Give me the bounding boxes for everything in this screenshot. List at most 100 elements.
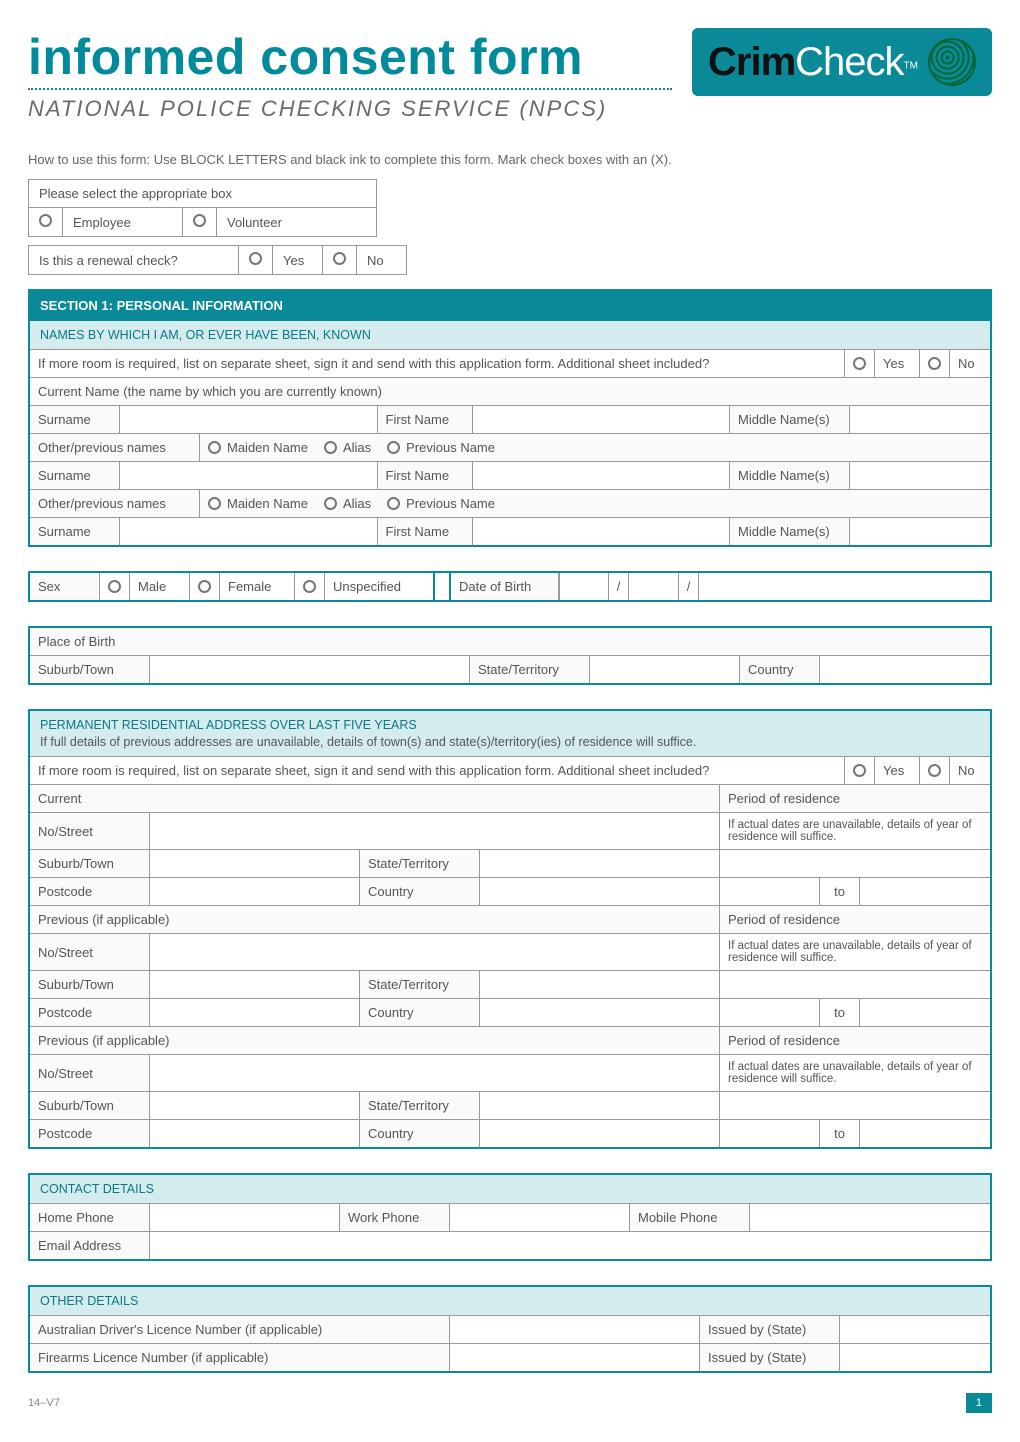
other-prev-label-1: Other/previous names <box>30 434 200 461</box>
instructions: How to use this form: Use BLOCK LETTERS … <box>28 152 992 167</box>
no-street-label-2: No/Street <box>30 934 150 970</box>
firstname-input-p2[interactable] <box>473 518 731 545</box>
addl-yes-radio[interactable] <box>853 357 866 370</box>
logo-text: CrimCheckTM <box>708 40 918 85</box>
country-label-2: Country <box>360 999 480 1026</box>
dob-label: Date of Birth <box>449 573 559 600</box>
page-footer: 14–V7 1 <box>28 1393 992 1413</box>
alias-label-2: Alias <box>343 496 371 511</box>
maiden-label-2: Maiden Name <box>227 496 308 511</box>
dl-issued-input[interactable] <box>840 1316 990 1343</box>
current-name-label: Current Name (the name by which you are … <box>30 378 990 405</box>
surname-input-p1[interactable] <box>120 462 378 489</box>
dob-year-input[interactable] <box>699 573 990 600</box>
footer-code: 14–V7 <box>28 1397 60 1409</box>
logo-tm: TM <box>904 60 918 71</box>
maiden-radio-2[interactable] <box>208 497 221 510</box>
firearms-input[interactable] <box>450 1344 700 1371</box>
previous-radio-2[interactable] <box>387 497 400 510</box>
renewal-group: Is this a renewal check? Yes No <box>28 245 407 275</box>
home-phone-label: Home Phone <box>30 1204 150 1231</box>
unspecified-radio[interactable] <box>303 580 316 593</box>
postcode-input-2[interactable] <box>150 999 360 1026</box>
firearms-issued-label: Issued by (State) <box>700 1344 840 1371</box>
dl-issued-label: Issued by (State) <box>700 1316 840 1343</box>
middle-input-p1[interactable] <box>850 462 990 489</box>
addr-yes-radio[interactable] <box>853 764 866 777</box>
volunteer-radio[interactable] <box>193 214 206 227</box>
country-input-1[interactable] <box>480 878 720 905</box>
renewal-no-label: No <box>357 246 407 275</box>
pob-state-input[interactable] <box>590 656 740 683</box>
surname-input-p2[interactable] <box>120 518 378 545</box>
middle-input[interactable] <box>850 406 990 433</box>
home-phone-input[interactable] <box>150 1204 340 1231</box>
firstname-input[interactable] <box>473 406 731 433</box>
maiden-radio-1[interactable] <box>208 441 221 454</box>
mobile-phone-input[interactable] <box>750 1204 990 1231</box>
period-to-2[interactable] <box>860 999 990 1026</box>
address-section: PERMANENT RESIDENTIAL ADDRESS OVER LAST … <box>28 709 992 1149</box>
surname-label-p2: Surname <box>30 518 120 545</box>
pob-suburb-input[interactable] <box>150 656 470 683</box>
state-input-2[interactable] <box>480 971 720 998</box>
firstname-label-p1: First Name <box>378 462 473 489</box>
addl-yes-label: Yes <box>875 350 920 377</box>
firstname-input-p1[interactable] <box>473 462 731 489</box>
addl-sheet-q: If more room is required, list on separa… <box>30 350 845 377</box>
renewal-no-radio[interactable] <box>333 252 346 265</box>
addr-period-label-2: Period of residence <box>720 906 990 933</box>
dob-day-input[interactable] <box>559 573 609 600</box>
no-street-input-2[interactable] <box>150 934 720 970</box>
female-radio[interactable] <box>198 580 211 593</box>
state-label-3: State/Territory <box>360 1092 480 1119</box>
place-of-birth: Place of Birth Suburb/Town State/Territo… <box>28 626 992 685</box>
no-street-input-1[interactable] <box>150 813 720 849</box>
suburb-label-2: Suburb/Town <box>30 971 150 998</box>
addl-no-radio[interactable] <box>928 357 941 370</box>
work-phone-input[interactable] <box>450 1204 630 1231</box>
period-from-2[interactable] <box>720 999 820 1026</box>
dl-input[interactable] <box>450 1316 700 1343</box>
suburb-input-1[interactable] <box>150 850 360 877</box>
male-radio[interactable] <box>108 580 121 593</box>
suburb-input-2[interactable] <box>150 971 360 998</box>
no-street-input-3[interactable] <box>150 1055 720 1091</box>
middle-input-p2[interactable] <box>850 518 990 545</box>
alias-radio-1[interactable] <box>324 441 337 454</box>
state-input-1[interactable] <box>480 850 720 877</box>
brand-logo: CrimCheckTM <box>692 28 992 96</box>
fingerprint-icon <box>928 38 976 86</box>
postcode-input-1[interactable] <box>150 878 360 905</box>
form-subtitle: NATIONAL POLICE CHECKING SERVICE (NPCS) <box>28 96 672 122</box>
dob-month-input[interactable] <box>629 573 679 600</box>
addr-period-label-3: Period of residence <box>720 1027 990 1054</box>
select-box-group: Please select the appropriate box Employ… <box>28 179 377 237</box>
header-left: informed consent form NATIONAL POLICE CH… <box>28 28 672 122</box>
address-heading: PERMANENT RESIDENTIAL ADDRESS OVER LAST … <box>30 711 990 756</box>
firearms-issued-input[interactable] <box>840 1344 990 1371</box>
employee-radio[interactable] <box>39 214 52 227</box>
contact-heading: CONTACT DETAILS <box>30 1175 990 1203</box>
period-to-3[interactable] <box>860 1120 990 1147</box>
country-input-2[interactable] <box>480 999 720 1026</box>
other-section: OTHER DETAILS Australian Driver's Licenc… <box>28 1285 992 1373</box>
country-input-3[interactable] <box>480 1120 720 1147</box>
previous-radio-1[interactable] <box>387 441 400 454</box>
alias-radio-2[interactable] <box>324 497 337 510</box>
period-note-1: If actual dates are unavailable, details… <box>720 813 990 849</box>
pob-country-input[interactable] <box>820 656 990 683</box>
pob-country-label: Country <box>740 656 820 683</box>
renewal-yes-radio[interactable] <box>249 252 262 265</box>
email-input[interactable] <box>150 1232 990 1259</box>
no-street-label-1: No/Street <box>30 813 150 849</box>
period-from-3[interactable] <box>720 1120 820 1147</box>
postcode-input-3[interactable] <box>150 1120 360 1147</box>
suburb-input-3[interactable] <box>150 1092 360 1119</box>
surname-input[interactable] <box>120 406 378 433</box>
dob-sep-1: / <box>609 573 629 600</box>
addr-no-radio[interactable] <box>928 764 941 777</box>
state-input-3[interactable] <box>480 1092 720 1119</box>
period-to-1[interactable] <box>860 878 990 905</box>
period-from-1[interactable] <box>720 878 820 905</box>
